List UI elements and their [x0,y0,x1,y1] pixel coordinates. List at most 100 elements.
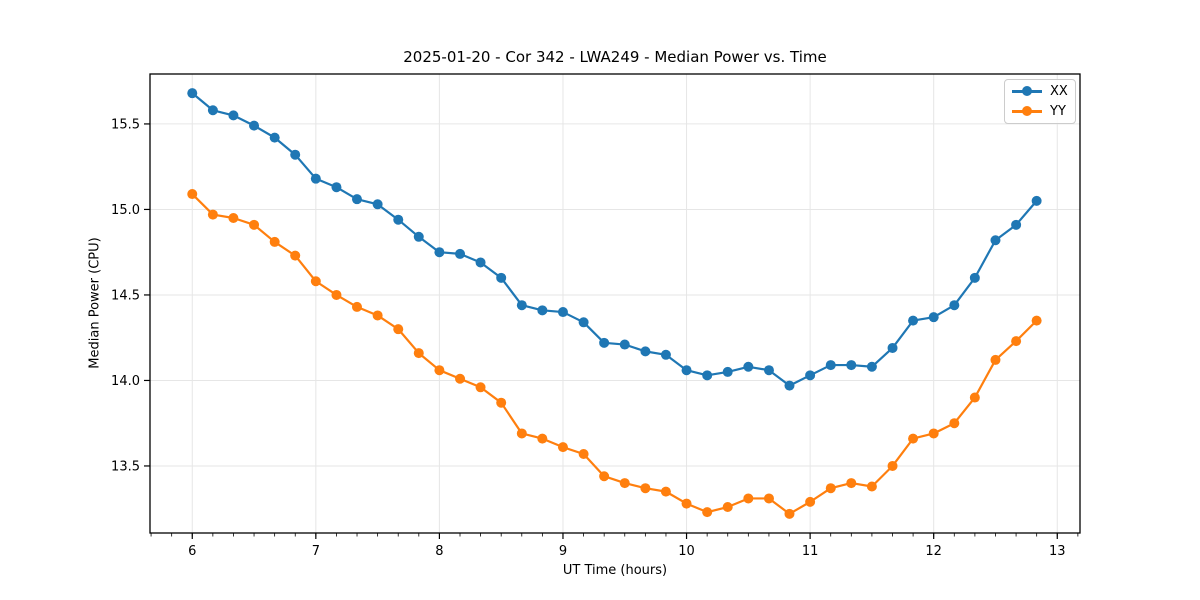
x-tick-label: 6 [188,544,196,559]
x-tick-label: 12 [925,544,942,559]
data-point-marker [516,428,527,439]
data-point-marker [969,272,980,283]
data-point-marker [372,310,383,321]
data-point-marker [496,397,507,408]
data-point-marker [1011,336,1022,347]
series-line [191,92,1038,387]
data-point-marker [475,257,486,268]
data-point-marker [784,380,795,391]
data-point-marker [455,373,466,384]
data-point-marker [887,342,898,353]
data-point-marker [660,486,671,497]
legend-line-marker-icon [1012,110,1042,113]
legend-line-marker-icon [1012,90,1042,93]
data-point-marker [557,442,568,453]
data-point-marker [990,354,1001,365]
data-point-marker [434,247,445,258]
data-point-marker [846,478,857,489]
data-point-marker [187,189,198,200]
data-point-marker [331,289,342,300]
tick-labels: 6 7 8 9 10 11 12 13 13.5 14.0 14.5 15.0 15.5 [111,117,1065,559]
data-point-marker [949,300,960,311]
data-point-marker [413,348,424,359]
y-tick-label: 14.0 [111,374,140,389]
y-tick-label: 15.0 [111,203,140,218]
data-point-marker [908,315,919,326]
data-point-marker [599,337,610,348]
x-tick-label: 7 [312,544,320,559]
data-point-marker [887,460,898,471]
data-point-marker [187,88,198,99]
data-point-marker [660,349,671,360]
data-point-marker [310,276,321,287]
legend-label-yy: YY [1050,104,1066,119]
data-point-marker [640,483,651,494]
data-point-marker [969,392,980,403]
data-point-marker [1031,195,1042,206]
legend-label-xx: XX [1050,84,1068,99]
data-point-marker [516,300,527,311]
data-point-marker [722,366,733,377]
y-tick-label: 13.5 [111,459,140,474]
data-point-marker [496,272,507,283]
data-point-marker [743,493,754,504]
data-point-marker [722,502,733,513]
series-yy [187,189,1042,519]
data-point-marker [681,498,692,509]
data-point-marker [619,339,630,350]
data-point-marker [949,418,960,429]
legend-item-yy: YY [1012,105,1067,118]
data-point-marker [351,301,362,312]
data-point-marker [866,361,877,372]
legend: XX YY [1004,79,1076,124]
data-point-marker [207,209,218,220]
data-point-marker [557,307,568,318]
data-point-marker [619,478,630,489]
data-point-marker [228,212,239,223]
data-point-marker [228,110,239,121]
data-point-marker [434,365,445,376]
data-point-marker [681,365,692,376]
x-tick-label: 9 [559,544,567,559]
axis-ticks [144,123,1079,539]
x-tick-label: 13 [1049,544,1066,559]
data-point-marker [702,507,713,518]
series-xx [187,88,1042,391]
data-point-marker [743,361,754,372]
data-point-marker [702,370,713,381]
data-point-marker [825,360,836,371]
data-point-marker [846,360,857,371]
x-tick-label: 11 [802,544,819,559]
data-point-marker [331,182,342,193]
x-axis-label: UT Time (hours) [562,563,668,578]
data-point-marker [249,120,260,131]
data-point-marker [269,236,280,247]
data-point-marker [763,365,774,376]
data-point-marker [537,305,548,316]
data-point-marker [413,231,424,242]
data-point-marker [908,433,919,444]
plot-frame [149,73,1081,534]
data-point-marker [207,105,218,116]
data-point-marker [990,235,1001,246]
y-tick-label: 14.5 [111,288,140,303]
chart-title: 2025-01-20 - Cor 342 - LWA249 - Median P… [403,48,827,66]
data-point-marker [928,428,939,439]
legend-item-xx: XX [1012,84,1068,99]
x-tick-label: 8 [435,544,443,559]
x-tick-label: 10 [678,544,695,559]
data-point-marker [825,483,836,494]
data-point-marker [475,382,486,393]
data-point-marker [249,219,260,230]
data-point-marker [393,214,404,225]
data-point-marker [640,346,651,357]
data-point-marker [310,173,321,184]
y-tick-label: 15.5 [111,117,140,132]
data-point-marker [578,317,589,328]
data-point-marker [866,481,877,492]
data-point-marker [290,149,301,160]
data-point-marker [805,370,816,381]
data-point-marker [1011,219,1022,230]
